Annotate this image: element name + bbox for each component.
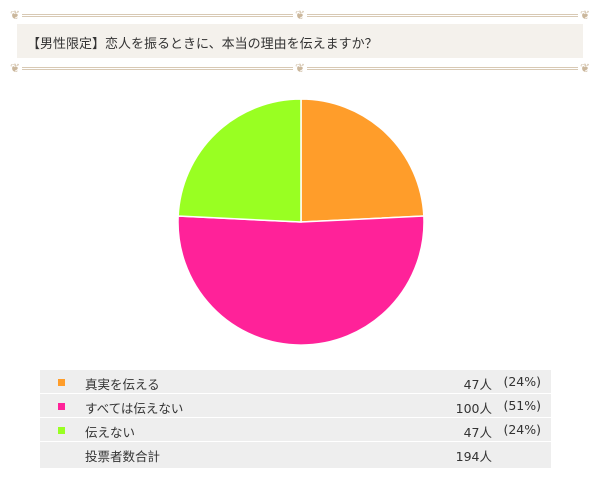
scroll-ornament-icon: ❦	[8, 8, 22, 22]
legend-swatch	[58, 427, 65, 434]
legend-count: 100人	[455, 401, 492, 416]
legend-swatch	[58, 403, 65, 410]
legend-swatch	[58, 379, 65, 386]
legend-label: 伝えない	[85, 425, 136, 440]
scroll-ornament-icon: ❦	[293, 61, 307, 75]
legend-row: すべては伝えない 100人 (51%)	[40, 394, 551, 417]
legend-count: 47人	[463, 377, 492, 392]
legend-row: 真実を伝える 47人 (24%)	[40, 370, 551, 393]
question-title-bar: 【男性限定】恋人を振るときに、本当の理由を伝えますか？	[17, 24, 583, 58]
question-title: 【男性限定】恋人を振るときに、本当の理由を伝えますか？	[27, 37, 378, 52]
legend-row: 伝えない 47人 (24%)	[40, 418, 551, 441]
pie-slice	[177, 215, 425, 346]
bottom-ornament-divider: ❦ ❦ ❦	[8, 59, 592, 77]
top-ornament-divider: ❦ ❦ ❦	[8, 6, 592, 24]
pie-slice	[177, 98, 302, 223]
legend-percent: (24%)	[503, 422, 541, 437]
legend-label: 真実を伝える	[85, 377, 160, 392]
legend-percent: (24%)	[503, 374, 541, 389]
scroll-ornament-icon: ❦	[8, 61, 22, 75]
results-legend: 真実を伝える 47人 (24%) すべては伝えない 100人 (51%) 伝えな…	[40, 370, 551, 469]
legend-percent: (51%)	[503, 398, 541, 413]
scroll-ornament-icon: ❦	[578, 8, 592, 22]
legend-count: 47人	[463, 425, 492, 440]
scroll-ornament-icon: ❦	[578, 61, 592, 75]
total-voters-count: 194人	[455, 449, 492, 464]
pie-slice	[300, 98, 425, 223]
total-voters-label: 投票者数合計	[85, 449, 161, 464]
scroll-ornament-icon: ❦	[293, 8, 307, 22]
legend-total-row: 投票者数合計 194人	[40, 442, 551, 468]
legend-label: すべては伝えない	[85, 401, 184, 416]
